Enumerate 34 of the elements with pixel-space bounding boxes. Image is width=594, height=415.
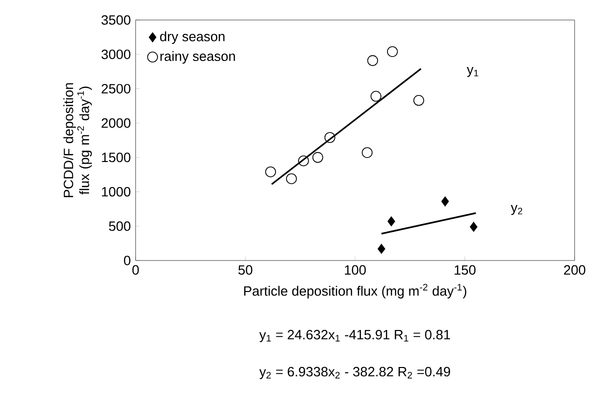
point xyxy=(367,55,378,66)
y-tick-label: 2000 xyxy=(102,118,130,128)
point xyxy=(387,46,398,58)
point xyxy=(312,152,324,163)
y-tick-label: 3000 xyxy=(102,50,130,60)
point xyxy=(413,94,424,106)
x-tick-label: 0 xyxy=(132,265,139,275)
legend-label: rainy season xyxy=(160,51,235,64)
y-tick-label: 1500 xyxy=(102,152,130,162)
point xyxy=(378,244,386,254)
x-tick-label: 50 xyxy=(238,265,252,275)
point xyxy=(362,147,373,158)
annotation: y$_{2}$ xyxy=(510,205,522,215)
annotation: y$_{1}$ xyxy=(466,67,478,77)
y-tick-label: 3500 xyxy=(102,15,130,25)
point xyxy=(298,155,309,166)
point xyxy=(370,90,382,102)
point xyxy=(441,196,449,206)
point xyxy=(324,132,336,143)
y-tick-label: 0 xyxy=(124,256,130,266)
text: y$_{1}$ = 24.632x$_{1}$ -415.91 R$_{1}$ = 0.81 xyxy=(259,330,450,342)
x-tick-label: 200 xyxy=(564,265,586,275)
x-tick-label: 150 xyxy=(454,265,476,275)
point xyxy=(388,216,396,226)
legend-label: dry season xyxy=(160,31,224,44)
y-tick-label: 500 xyxy=(109,221,130,231)
text: y$_{2}$ = 6.9338x$_{2}$ - 382.82 R$_{2}$ =0.49 xyxy=(259,366,450,380)
y-tick-label: 1000 xyxy=(102,187,130,197)
y-tick-label: 2500 xyxy=(102,84,130,94)
x-tick-label: 100 xyxy=(344,265,366,275)
point xyxy=(470,222,478,232)
point xyxy=(286,173,297,184)
x-axis-title: Particle deposition flux (mg m$^{-2}$ day$^{-1}$) xyxy=(244,284,466,298)
point xyxy=(265,166,276,178)
